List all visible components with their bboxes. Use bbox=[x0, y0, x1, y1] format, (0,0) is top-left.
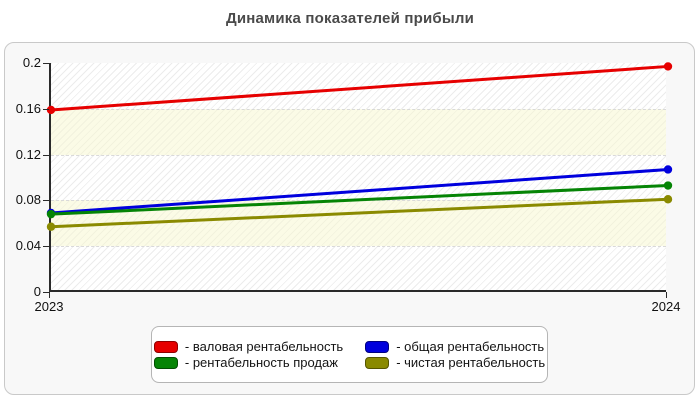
y-axis-tick bbox=[43, 246, 49, 248]
legend-item: - чистая рентабельность bbox=[365, 355, 545, 370]
y-axis-label: 0.12 bbox=[15, 146, 41, 162]
data-point bbox=[46, 222, 56, 231]
chart-card: 0 0.04 0.08 0.12 0.16 0.2 2023 2024 - валовая … bbox=[4, 42, 695, 395]
gridline bbox=[51, 154, 666, 156]
gridline bbox=[51, 108, 666, 110]
data-point bbox=[663, 195, 673, 204]
plot-band bbox=[51, 108, 666, 155]
y-axis-tick bbox=[43, 108, 49, 110]
legend-swatch bbox=[365, 356, 390, 369]
plot-area bbox=[46, 62, 673, 292]
data-point bbox=[46, 209, 56, 219]
data-point bbox=[663, 62, 673, 71]
x-axis-label: 2024 bbox=[651, 299, 681, 314]
legend-swatch bbox=[153, 356, 178, 369]
y-axis-label: 0 bbox=[33, 284, 41, 299]
data-point bbox=[663, 181, 673, 190]
legend-swatch bbox=[153, 340, 178, 353]
y-axis-tick bbox=[43, 200, 49, 202]
page-title: Динамика показателей прибыли bbox=[225, 10, 475, 27]
legend-swatch bbox=[365, 340, 390, 353]
legend-label: - валовая рентабельность bbox=[184, 339, 344, 354]
y-axis-label: 0.2 bbox=[22, 55, 41, 70]
y-axis-label: 0.04 bbox=[15, 238, 41, 254]
legend-label: - рентабельность продаж bbox=[184, 355, 338, 370]
legend: - валовая рентабельность - общая рентабел… bbox=[151, 326, 548, 383]
legend-item: - валовая рентабельность bbox=[153, 339, 344, 354]
y-axis-label: 0.16 bbox=[15, 100, 41, 116]
data-point bbox=[663, 165, 673, 174]
legend-item: - рентабельность продаж bbox=[153, 355, 343, 370]
gridline bbox=[51, 246, 666, 248]
legend-label: - общая рентабельность bbox=[396, 339, 545, 354]
x-axis-label: 2023 bbox=[34, 299, 64, 314]
legend-label: - чистая рентабельность bbox=[396, 355, 546, 370]
x-axis-tick bbox=[49, 292, 50, 298]
x-axis-tick bbox=[666, 292, 667, 298]
y-axis-tick bbox=[43, 292, 49, 293]
series-line bbox=[50, 184, 669, 216]
y-axis-label: 0.08 bbox=[15, 192, 41, 208]
y-axis-tick bbox=[43, 154, 49, 156]
data-point bbox=[46, 105, 56, 115]
series-line bbox=[50, 167, 669, 215]
legend-item: - общая рентабельность bbox=[365, 339, 545, 354]
series-line bbox=[50, 197, 669, 229]
series-line bbox=[50, 64, 669, 112]
y-axis-tick bbox=[43, 63, 49, 64]
